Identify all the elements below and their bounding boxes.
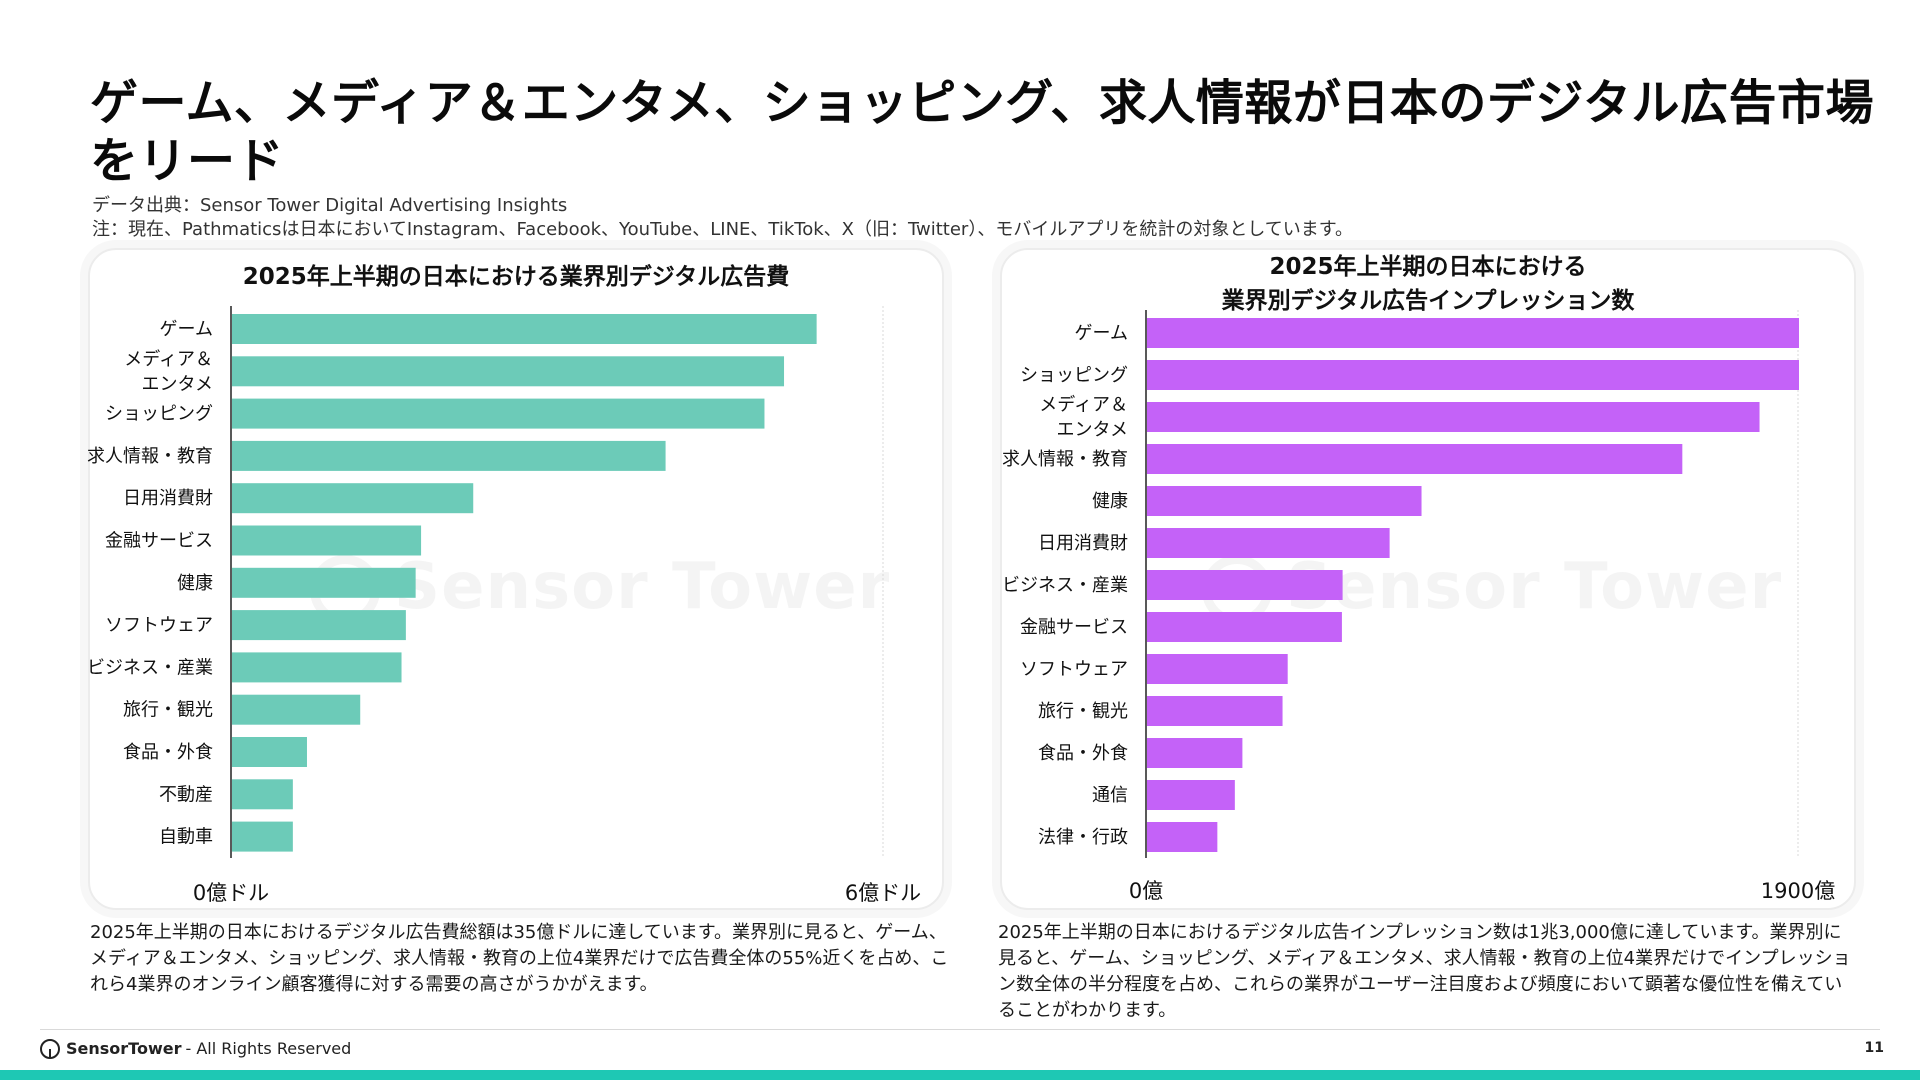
category-label: 求人情報・教育 — [1002, 449, 1128, 470]
category-label: エンタメ — [142, 374, 213, 395]
bar-7 — [1147, 612, 1342, 642]
bar-2 — [1147, 402, 1760, 432]
x-tick-label-min: 0億 — [1129, 879, 1163, 903]
data-source-line: データ出典：Sensor Tower Digital Advertising I… — [92, 195, 568, 216]
category-label: 日用消費財 — [123, 488, 213, 509]
bar-5 — [232, 525, 422, 556]
category-label: ショッピング — [105, 404, 213, 425]
category-label: 金融サービス — [105, 531, 213, 552]
category-label: 食品・外食 — [123, 742, 213, 763]
bar-8 — [232, 652, 402, 683]
bar-4 — [232, 483, 474, 514]
category-label: ショッピング — [1020, 365, 1128, 386]
category-label: ビジネス・産業 — [1002, 575, 1128, 596]
category-label: ビジネス・産業 — [87, 657, 213, 678]
x-tick-label-max: 1900億 — [1761, 879, 1835, 903]
bar-3 — [232, 440, 666, 471]
note-line: 注：現在、Pathmaticsは日本においてInstagram、Facebook… — [92, 219, 1353, 240]
bar-10 — [232, 737, 307, 767]
bar-3 — [1147, 444, 1683, 474]
bar-9 — [1147, 696, 1283, 726]
bar-1 — [1147, 360, 1799, 390]
category-label: ゲーム — [160, 319, 213, 340]
bar-2 — [232, 398, 765, 429]
category-label: 健康 — [1092, 491, 1128, 512]
category-label: ソフトウェア — [105, 615, 213, 636]
category-label: 健康 — [177, 573, 213, 594]
impressions-chart-card: Sensor Tower 2025年上半期の日本における 業界別デジタル広告イン… — [1000, 248, 1856, 910]
page-number: 11 — [1864, 1040, 1884, 1056]
impressions-chart-title: 2025年上半期の日本における 業界別デジタル広告インプレッション数 — [1221, 254, 1635, 314]
bar-6 — [1147, 570, 1343, 600]
bar-11 — [232, 779, 293, 810]
ad-spend-description: 2025年上半期の日本におけるデジタル広告費総額は35億ドルに達しています。業界… — [90, 922, 949, 995]
x-tick-label-min: 0億ドル — [193, 881, 269, 905]
bar-8 — [1147, 654, 1288, 684]
bar-11 — [1147, 780, 1235, 810]
ad-spend-chart-card: Sensor Tower 2025年上半期の日本における業界別デジタル広告費 ゲ… — [87, 248, 944, 910]
category-label: 旅行・観光 — [1038, 701, 1128, 722]
ad-spend-chart-title: 2025年上半期の日本における業界別デジタル広告費 — [242, 264, 790, 290]
category-label: 不動産 — [159, 784, 213, 805]
footer-rights: - All Rights Reserved — [185, 1039, 352, 1058]
category-label: エンタメ — [1057, 420, 1128, 441]
bar-0 — [232, 314, 817, 344]
bar-6 — [232, 567, 416, 598]
category-label: 求人情報・教育 — [87, 446, 213, 467]
source-note: データ出典：Sensor Tower Digital Advertising I… — [92, 194, 1353, 242]
impressions-description: 2025年上半期の日本におけるデジタル広告インプレッション数は1兆3,000億に… — [998, 922, 1851, 1021]
bar-9 — [232, 694, 361, 725]
x-tick-label-max: 6億ドル — [845, 881, 921, 905]
category-label: ソフトウェア — [1020, 659, 1128, 680]
footer-divider — [40, 1029, 1880, 1030]
bar-4 — [1147, 486, 1422, 516]
bar-10 — [1147, 738, 1243, 768]
category-label: 食品・外食 — [1038, 743, 1128, 764]
sensor-tower-logo-icon — [40, 1039, 60, 1059]
bar-0 — [1147, 318, 1799, 348]
category-label: 法律・行政 — [1038, 827, 1128, 848]
category-label: 旅行・観光 — [123, 700, 213, 721]
category-label: 日用消費財 — [1038, 533, 1128, 554]
footer-accent-bar — [0, 1070, 1920, 1080]
category-label: メディア＆ — [124, 349, 213, 370]
bar-7 — [232, 610, 406, 641]
bar-12 — [232, 821, 293, 852]
category-label: ゲーム — [1075, 323, 1128, 344]
footer-brand: SensorTower - All Rights Reserved — [40, 1038, 351, 1060]
bar-12 — [1147, 822, 1218, 852]
bar-1 — [232, 356, 785, 387]
page-title: ゲーム、メディア＆エンタメ、ショッピング、求人情報が日本のデジタル広告市場をリー… — [90, 75, 1874, 189]
footer-brand-name: SensorTower — [66, 1039, 182, 1058]
category-label: メディア＆ — [1039, 395, 1128, 416]
category-label: 金融サービス — [1020, 617, 1128, 638]
category-label: 自動車 — [159, 827, 213, 848]
category-label: 通信 — [1092, 785, 1128, 806]
bar-5 — [1147, 528, 1390, 558]
